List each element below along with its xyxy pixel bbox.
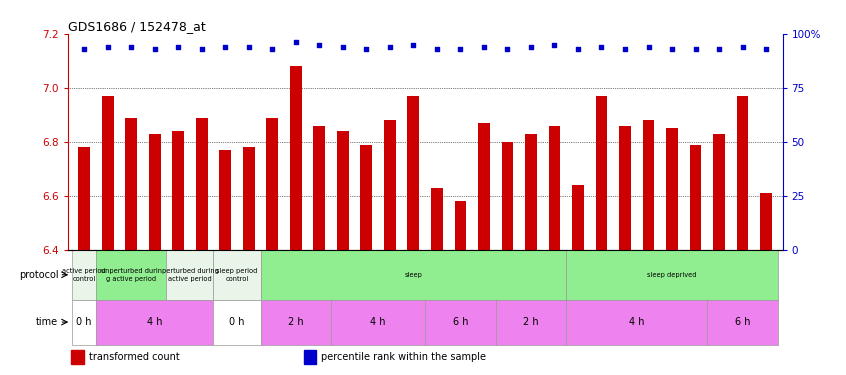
Bar: [454, 201, 466, 250]
Bar: [261, 300, 331, 345]
Text: GDS1686 / 152478_at: GDS1686 / 152478_at: [68, 20, 206, 33]
Bar: [195, 117, 207, 250]
Point: [477, 44, 491, 50]
Bar: [167, 250, 213, 300]
Bar: [737, 96, 749, 250]
Text: 0 h: 0 h: [76, 317, 92, 327]
Bar: [96, 300, 213, 345]
Bar: [96, 250, 167, 300]
Bar: [213, 250, 261, 300]
Point: [689, 46, 702, 52]
Bar: [102, 96, 113, 250]
Bar: [384, 120, 396, 250]
Bar: [243, 147, 255, 250]
Point: [218, 44, 232, 50]
Bar: [666, 128, 678, 250]
Bar: [502, 142, 514, 250]
Bar: [525, 134, 537, 250]
Point: [289, 39, 303, 45]
Bar: [425, 300, 496, 345]
Bar: [331, 300, 425, 345]
Point: [77, 46, 91, 52]
Bar: [548, 126, 560, 250]
Point: [525, 44, 538, 50]
Bar: [213, 300, 261, 345]
Bar: [73, 250, 96, 300]
Bar: [408, 96, 420, 250]
Bar: [431, 188, 442, 250]
Text: 4 h: 4 h: [371, 317, 386, 327]
Bar: [79, 147, 90, 250]
Text: sleep deprived: sleep deprived: [647, 272, 697, 278]
Text: time: time: [36, 317, 58, 327]
Text: 2 h: 2 h: [288, 317, 304, 327]
Point: [195, 46, 208, 52]
Text: 4 h: 4 h: [629, 317, 645, 327]
Point: [148, 46, 162, 52]
Text: sleep: sleep: [404, 272, 422, 278]
Bar: [149, 134, 161, 250]
Point: [665, 46, 678, 52]
Bar: [572, 185, 584, 250]
Bar: [478, 123, 490, 250]
Point: [571, 46, 585, 52]
Point: [712, 46, 726, 52]
Point: [101, 44, 114, 50]
Bar: [337, 131, 349, 250]
Bar: [304, 350, 316, 364]
Bar: [173, 131, 184, 250]
Bar: [73, 300, 96, 345]
Bar: [360, 145, 372, 250]
Point: [407, 42, 420, 48]
Text: 6 h: 6 h: [453, 317, 468, 327]
Bar: [596, 96, 607, 250]
Bar: [707, 300, 777, 345]
Bar: [761, 193, 772, 250]
Text: 0 h: 0 h: [229, 317, 244, 327]
Text: sleep period
control: sleep period control: [217, 268, 258, 282]
Text: 4 h: 4 h: [147, 317, 162, 327]
Bar: [71, 350, 84, 364]
Point: [618, 46, 632, 52]
Point: [172, 44, 185, 50]
Point: [547, 42, 561, 48]
Point: [124, 44, 138, 50]
Bar: [261, 250, 566, 300]
Point: [312, 42, 326, 48]
Bar: [643, 120, 655, 250]
Bar: [313, 126, 325, 250]
Point: [242, 44, 255, 50]
Bar: [290, 66, 302, 250]
Point: [642, 44, 656, 50]
Point: [266, 46, 279, 52]
Bar: [219, 150, 231, 250]
Point: [453, 46, 467, 52]
Bar: [266, 117, 278, 250]
Text: active period
control: active period control: [63, 268, 106, 282]
Text: 2 h: 2 h: [523, 317, 539, 327]
Bar: [125, 117, 137, 250]
Text: protocol: protocol: [19, 270, 58, 280]
Point: [736, 44, 750, 50]
Point: [595, 44, 608, 50]
Text: transformed count: transformed count: [89, 352, 180, 362]
Point: [383, 44, 397, 50]
Bar: [619, 126, 631, 250]
Text: percentile rank within the sample: percentile rank within the sample: [321, 352, 486, 362]
Text: perturbed during
active period: perturbed during active period: [162, 268, 218, 282]
Bar: [496, 300, 566, 345]
Bar: [713, 134, 725, 250]
Bar: [566, 250, 777, 300]
Point: [760, 46, 773, 52]
Point: [336, 44, 349, 50]
Point: [501, 46, 514, 52]
Bar: [566, 300, 707, 345]
Bar: [689, 145, 701, 250]
Point: [430, 46, 443, 52]
Text: unperturbed durin
g active period: unperturbed durin g active period: [101, 268, 162, 282]
Text: 6 h: 6 h: [735, 317, 750, 327]
Point: [360, 46, 373, 52]
